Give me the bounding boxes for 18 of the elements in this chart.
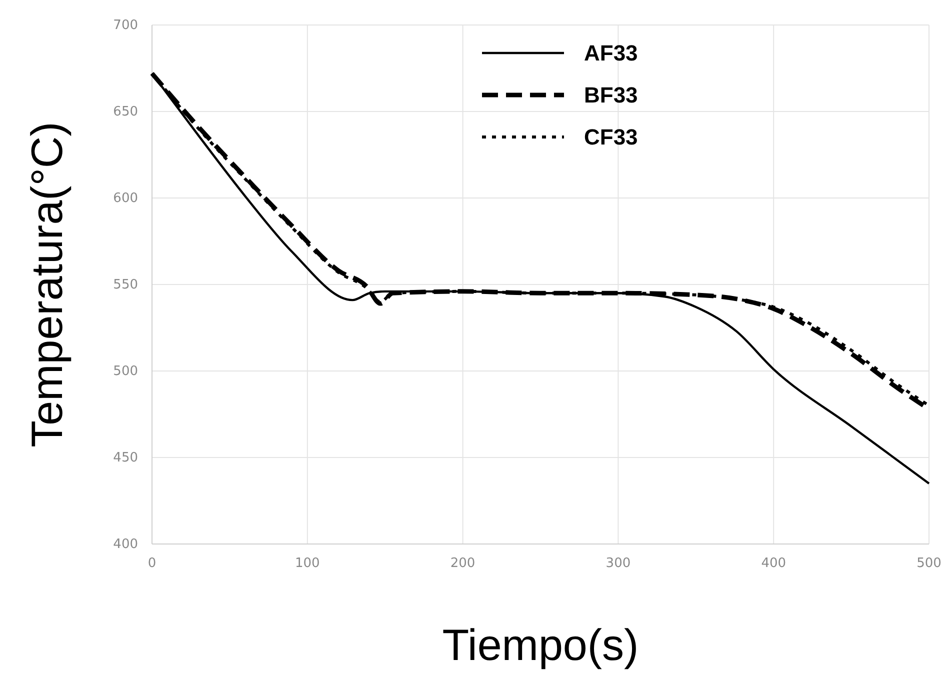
x-tick-label: 500 [916, 556, 942, 572]
y-axis-title: Temperatura(°C) [23, 122, 72, 448]
y-tick-label: 700 [113, 18, 138, 34]
legend-label: BF33 [584, 82, 638, 108]
x-tick-label: 400 [761, 556, 786, 572]
y-tick-label: 450 [113, 450, 138, 466]
x-tick-label: 300 [606, 556, 631, 572]
y-tick-label: 550 [113, 278, 138, 293]
x-axis-title: Tiempo(s) [442, 621, 639, 670]
x-tick-label: 200 [450, 556, 476, 572]
y-tick-label: 600 [113, 191, 138, 206]
x-tick-label: 100 [294, 556, 320, 572]
legend-label: AF33 [584, 40, 638, 66]
y-tick-label: 500 [113, 364, 138, 380]
y-tick-label: 400 [113, 537, 138, 552]
y-tick-label: 650 [113, 104, 138, 120]
x-tick-label: 0 [148, 556, 156, 572]
legend-label: CF33 [584, 124, 638, 150]
